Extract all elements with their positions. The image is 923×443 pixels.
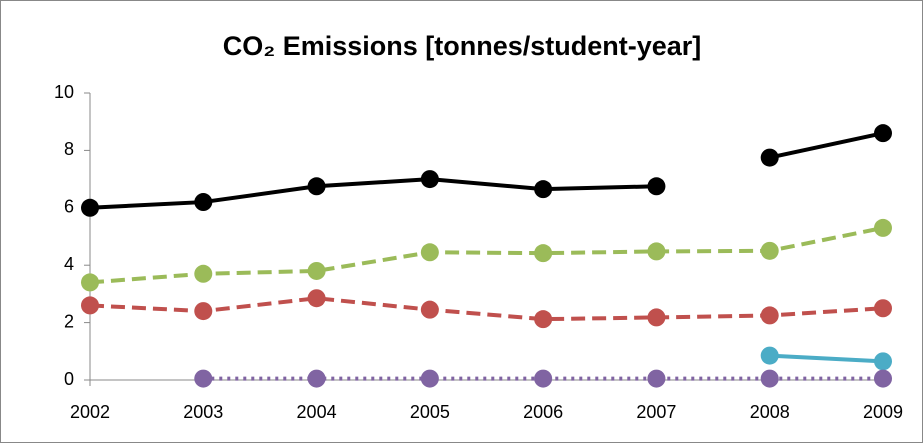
point	[307, 261, 326, 280]
x-tick-label: 2002	[70, 402, 110, 422]
point	[420, 243, 439, 262]
y-tick-label: 2	[64, 311, 74, 331]
point	[194, 302, 213, 321]
x-tick-label: 2005	[410, 402, 450, 422]
point	[81, 273, 99, 292]
point	[81, 198, 99, 217]
point	[760, 148, 779, 167]
x-tick-label: 2003	[183, 402, 223, 422]
point	[760, 369, 779, 388]
x-tick-label: 2004	[297, 402, 337, 422]
point	[307, 177, 326, 196]
y-tick-label: 8	[64, 139, 74, 159]
series-line	[89, 225, 884, 285]
x-tick-label: 2007	[636, 402, 676, 422]
x-tick-label: 2008	[750, 402, 790, 422]
chart-title: CO₂ Emissions [tonnes/student-year]	[223, 31, 702, 61]
x-tick-label: 2006	[523, 402, 563, 422]
x-tick-label: 2009	[863, 402, 903, 422]
point	[647, 369, 666, 388]
y-tick-label: 4	[64, 254, 74, 274]
point	[874, 352, 892, 371]
series-line	[89, 296, 884, 322]
point	[534, 310, 553, 329]
point	[874, 369, 892, 388]
series-line	[769, 131, 884, 160]
point	[874, 124, 892, 143]
point	[81, 296, 99, 315]
point	[307, 289, 326, 308]
point	[307, 369, 326, 388]
point	[534, 180, 553, 199]
point	[534, 369, 553, 388]
point	[194, 264, 213, 283]
series-line	[89, 177, 657, 210]
point	[534, 244, 553, 263]
point	[760, 346, 779, 365]
point	[194, 369, 213, 388]
y-tick-label: 10	[54, 82, 74, 102]
point	[420, 300, 439, 319]
point	[420, 369, 439, 388]
y-tick-label: 0	[64, 369, 74, 389]
point	[420, 170, 439, 189]
point	[647, 177, 666, 196]
y-tick-label: 6	[64, 197, 74, 217]
point	[647, 242, 666, 261]
point	[760, 306, 779, 325]
point	[760, 241, 779, 260]
point	[194, 193, 213, 212]
point	[874, 299, 892, 318]
point	[874, 218, 892, 237]
series-line	[769, 353, 884, 364]
point	[647, 308, 666, 327]
